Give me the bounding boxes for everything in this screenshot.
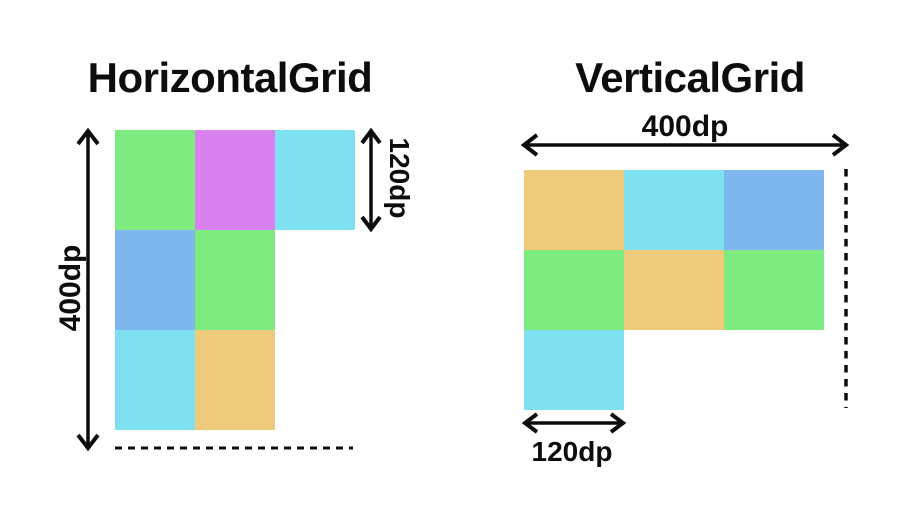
grid-cell-cyan [275,130,355,230]
hgrid-row-height-arrow [360,127,382,233]
horizontal-grid [115,130,355,430]
grid-cell-orange [524,170,624,250]
grid-cell-cyan [624,170,724,250]
vgrid-col-width-arrow [521,412,627,434]
grid-cell-green [724,250,824,330]
grid-cell-green [524,250,624,330]
vgrid-width-label: 400dp [641,110,729,143]
horizontal-grid-title: HorizontalGrid [87,54,373,101]
grid-cell-cyan [115,330,195,430]
grid-cell-cyan [524,330,624,410]
grid-cell-blue [115,230,195,330]
grid-cell-green [115,130,195,230]
grid-cell-blue [724,170,824,250]
grid-cell-orange [624,250,724,330]
grid-cell-magenta [195,130,275,230]
vgrid-col-width-label: 120dp [531,436,613,467]
hgrid-row-height-label: 120dp [384,137,415,219]
grid-cell-orange [195,330,275,430]
grid-cell-green [195,230,275,330]
vertical-grid-title: VerticalGrid [575,54,805,101]
hgrid-height-label: 400dp [54,244,87,332]
vertical-grid [524,170,824,410]
